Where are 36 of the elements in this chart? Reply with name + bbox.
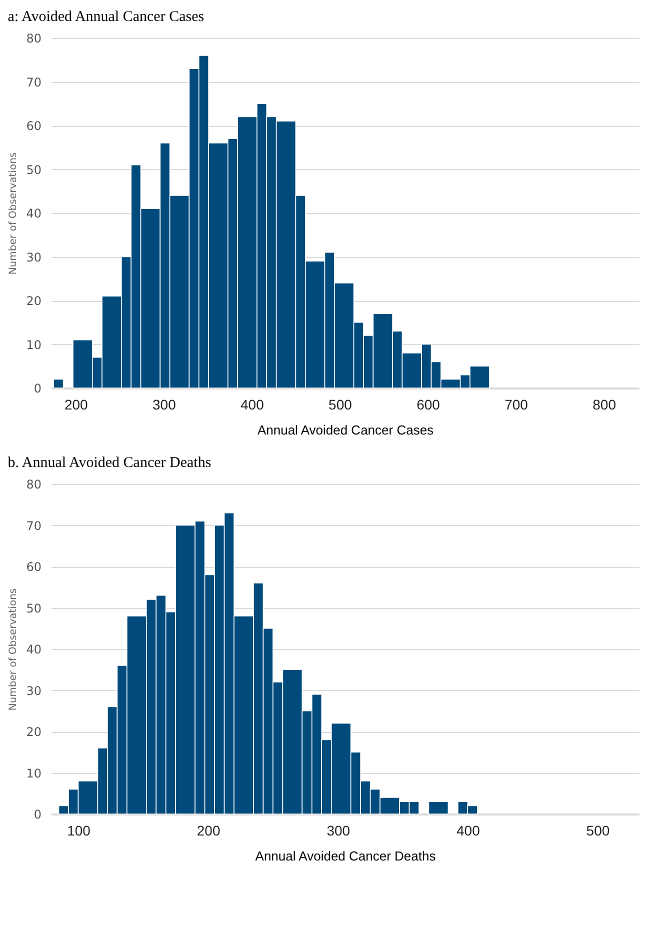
- x-tick-label: 200: [196, 822, 220, 838]
- x-tick-label: 500: [328, 396, 352, 412]
- chart-title: a: Avoided Annual Cancer Cases: [8, 9, 204, 25]
- y-tick-label: 10: [26, 766, 42, 780]
- y-tick-label: 70: [26, 518, 42, 533]
- x-tick-label: 500: [586, 822, 610, 838]
- y-tick-label: 30: [26, 250, 42, 264]
- chart-title: b. Annual Avoided Cancer Deaths: [8, 455, 212, 471]
- x-tick-label: 600: [416, 396, 440, 412]
- x-tick-label: 200: [64, 396, 88, 412]
- y-tick-label: 80: [26, 32, 42, 46]
- y-tick-label: 30: [26, 684, 42, 698]
- y-tick-label: 10: [26, 338, 42, 352]
- y-tick-label: 0: [34, 382, 42, 396]
- y-tick-label: 50: [26, 601, 42, 616]
- x-tick-label: 800: [592, 396, 616, 412]
- y-axis-title: Number of Observations: [8, 588, 20, 711]
- y-tick-label: 60: [26, 119, 42, 133]
- y-tick-label: 20: [26, 725, 42, 739]
- x-tick-label: 400: [456, 822, 480, 838]
- y-axis-title: Number of Observations: [8, 152, 20, 275]
- y-tick-label: 70: [26, 75, 42, 90]
- y-tick-label: 40: [26, 206, 42, 220]
- y-tick-label: 40: [26, 642, 42, 656]
- y-tick-label: 0: [34, 808, 42, 822]
- y-tick-label: 60: [26, 560, 42, 574]
- x-tick-label: 400: [240, 396, 264, 412]
- x-tick-label: 100: [67, 822, 91, 838]
- x-tick-label: 300: [326, 822, 350, 838]
- y-tick-label: 80: [26, 478, 42, 492]
- y-tick-label: 50: [26, 162, 42, 177]
- x-tick-label: 300: [152, 396, 176, 412]
- x-axis-title: Annual Avoided Cancer Cases: [257, 422, 434, 438]
- y-tick-label: 20: [26, 294, 42, 308]
- x-axis-title: Annual Avoided Cancer Deaths: [255, 848, 436, 864]
- x-tick-label: 700: [504, 396, 528, 412]
